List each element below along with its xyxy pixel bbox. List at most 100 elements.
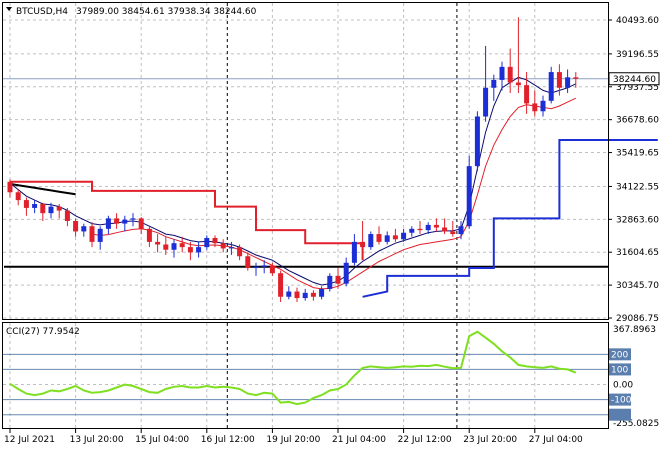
candle [327, 273, 333, 292]
candle [220, 239, 226, 253]
time-tick-label: 19 Jul 20:00 [266, 435, 320, 445]
candle-body [368, 234, 374, 248]
candle [401, 228, 407, 242]
candle-body [409, 228, 415, 233]
cci-axis: 367.8963 200 100 0.00 -100 -255.0825 [609, 325, 659, 429]
time-tick-label: 16 Jul 12:00 [201, 435, 255, 445]
price-tick-label: 39196.55 [616, 50, 659, 60]
candle-body [196, 247, 202, 253]
candle-body [499, 66, 505, 80]
candle [335, 268, 341, 289]
price-tick-label: 37937.55 [616, 83, 659, 93]
candle [278, 270, 284, 302]
candle-body [253, 266, 259, 269]
candle [302, 288, 308, 301]
candle [122, 215, 128, 232]
candle-body [335, 275, 341, 284]
candle [351, 234, 357, 266]
candle [40, 202, 46, 221]
trailing-stop-blue-line [362, 139, 658, 298]
symbol-label: BTCUSD,H4 [16, 7, 68, 17]
candle [130, 213, 136, 227]
candle-body [130, 218, 136, 220]
candle-body [146, 228, 152, 242]
candle [228, 241, 234, 255]
main-frame [2, 2, 609, 320]
candle [368, 231, 374, 250]
candle-body [105, 218, 111, 229]
candle [384, 231, 390, 245]
candle-body [89, 226, 95, 242]
candle [286, 286, 292, 300]
candle-body [302, 292, 308, 299]
candle [64, 207, 70, 227]
price-tick-label: 36678.60 [616, 116, 659, 126]
candle-body [515, 82, 521, 86]
candle [23, 197, 29, 216]
ma-fast-line [9, 76, 577, 286]
candle [491, 74, 497, 101]
candle-body [261, 265, 267, 267]
time-tick-label: 23 Jul 20:00 [463, 435, 517, 445]
candle-body [228, 247, 234, 249]
cci-level-label: 100 [611, 365, 628, 375]
candle-body [204, 237, 210, 248]
cci-level-tag [609, 348, 631, 361]
candle [556, 64, 562, 96]
time-tick-label: 21 Jul 04:00 [332, 435, 386, 445]
candle [466, 155, 472, 229]
candle-body [507, 66, 513, 83]
candle-body [73, 220, 79, 232]
price-tick-label: 32863.60 [616, 215, 659, 225]
current-price-label: 38244.60 [613, 75, 656, 85]
candle [442, 218, 448, 235]
main-grid [3, 3, 608, 319]
candle-body [97, 228, 103, 242]
candle-body [491, 79, 497, 88]
cci-series [9, 330, 577, 406]
candle-body [573, 77, 579, 79]
cci-level-tag [609, 363, 631, 376]
candle-body [48, 206, 54, 214]
candle-body [7, 181, 13, 193]
candle [48, 202, 54, 219]
time-tick-label: 22 Jul 12:00 [398, 435, 452, 445]
candle [32, 200, 38, 214]
candle [114, 213, 120, 229]
cci-tick-label: 0.00 [613, 381, 633, 391]
candle-body [401, 232, 407, 240]
candle [187, 241, 193, 261]
candle [89, 222, 95, 248]
candle [450, 220, 456, 237]
candle-body [483, 87, 489, 117]
current-price-tag [608, 72, 660, 86]
candle [565, 69, 571, 93]
candle [417, 220, 423, 235]
candle [97, 226, 103, 250]
candle-body [163, 244, 169, 250]
candle [138, 217, 144, 235]
candle-body [310, 292, 316, 297]
candle-body [392, 235, 398, 240]
candle [81, 223, 87, 237]
cci-label: CCI(27) 77.9542 [6, 327, 80, 337]
candle [196, 241, 202, 258]
candle [376, 226, 382, 245]
candle-body [155, 241, 161, 245]
candle-body [56, 206, 62, 211]
collapse-triangle-icon[interactable] [6, 7, 12, 11]
price-axis: 40493.60 39196.55 37937.55 36678.60 35419.65… [608, 16, 660, 324]
candle [253, 262, 259, 276]
candle-body [417, 228, 423, 231]
candle-body [179, 243, 185, 248]
candle-body [114, 218, 120, 224]
candle [212, 235, 218, 248]
candle [56, 204, 62, 219]
cci-line [9, 330, 577, 406]
period-separators [226, 3, 458, 428]
candle [392, 228, 398, 242]
candle-body [319, 288, 325, 297]
candle-body [15, 192, 21, 201]
candle-body [343, 262, 349, 284]
